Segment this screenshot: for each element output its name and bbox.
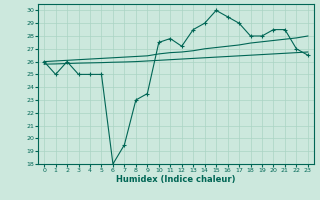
- X-axis label: Humidex (Indice chaleur): Humidex (Indice chaleur): [116, 175, 236, 184]
